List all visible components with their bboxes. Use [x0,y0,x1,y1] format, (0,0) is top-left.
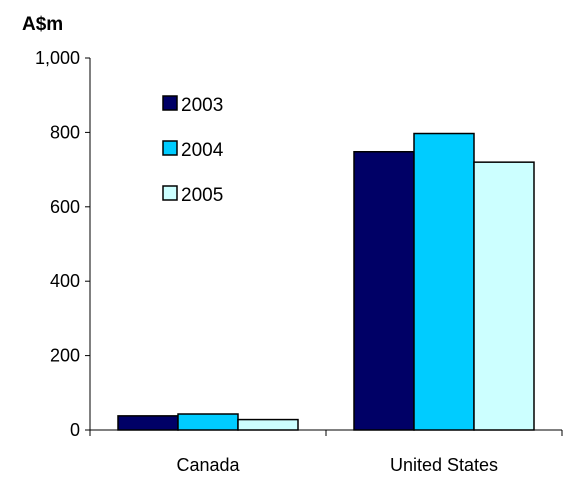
legend: 2003 2004 2005 [162,95,224,206]
y-tick-label: 1,000 [35,48,80,68]
legend-label: 2003 [181,95,223,116]
bar-2005-united-states [473,161,535,431]
y-tick-label: 200 [50,346,80,366]
x-tick-label: United States [390,455,498,475]
bar-2004-united-states [413,132,475,431]
x-tick-label: Canada [176,455,240,475]
legend-swatch [162,140,178,156]
bar-2003-united-states [353,150,415,431]
y-axis-unit-label: A$m [22,14,63,35]
y-tick-label: 400 [50,271,80,291]
legend-swatch [162,185,178,201]
bar-2004-canada [177,413,239,431]
bar-2003-canada [117,415,179,431]
bars [117,132,535,431]
y-tick-label: 800 [50,122,80,142]
legend-label: 2005 [181,185,223,206]
bar-2005-canada [237,418,299,431]
y-axis: 0 200 400 600 800 1,000 [35,48,91,440]
legend-swatch [162,95,178,111]
legend-label: 2004 [181,140,224,161]
y-tick-label: 600 [50,197,80,217]
y-tick-label: 0 [70,420,80,440]
x-axis: Canada United States [89,429,563,475]
